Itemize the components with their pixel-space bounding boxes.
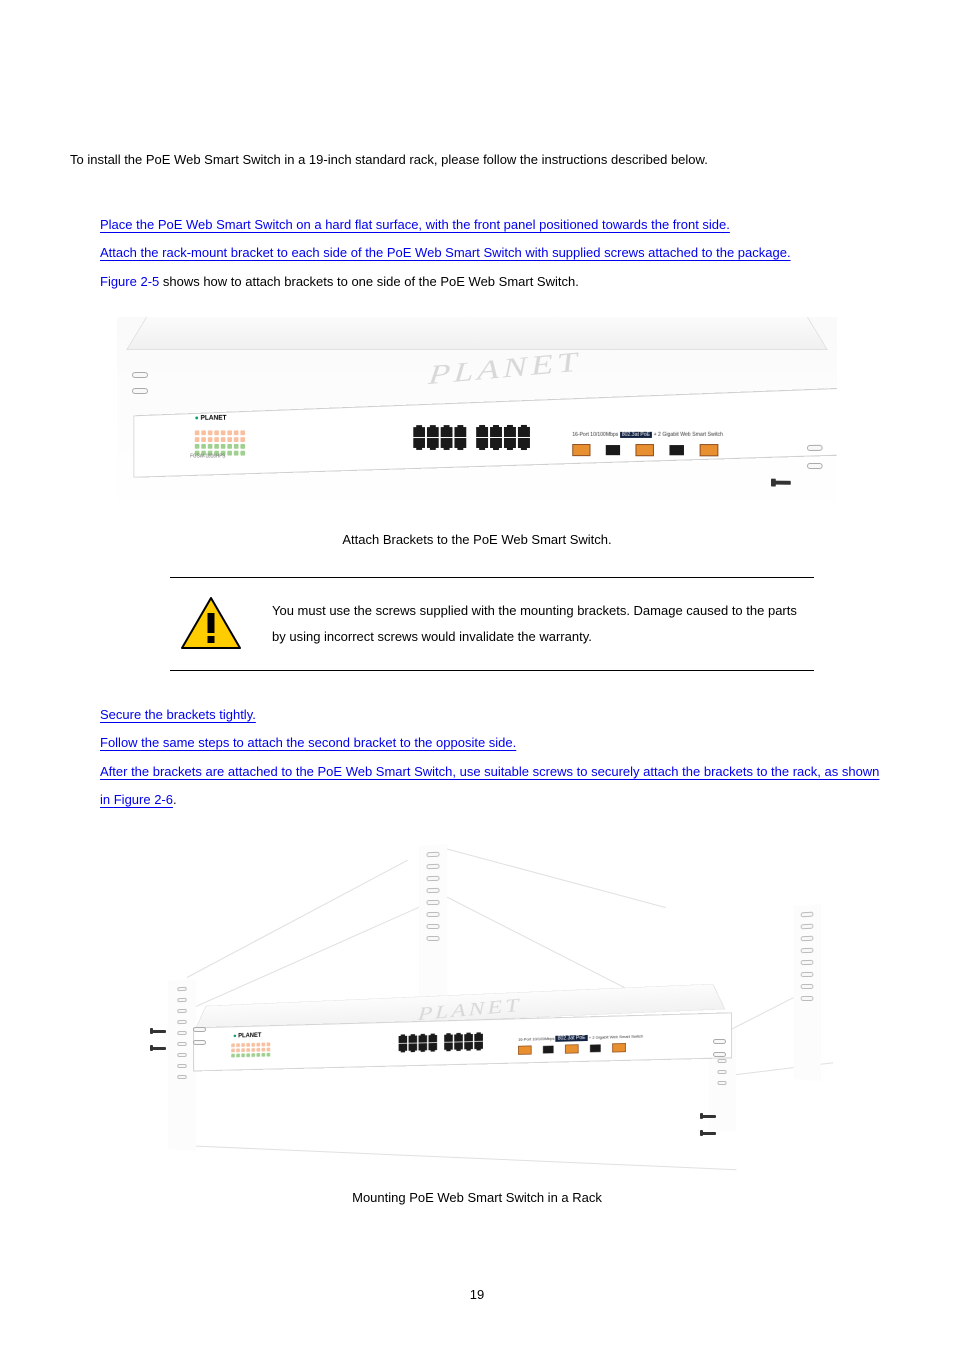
step4: Follow the same steps to attach the seco… bbox=[100, 735, 516, 750]
bracket-right bbox=[774, 436, 837, 492]
step2: Attach the rack-mount bracket to each si… bbox=[100, 245, 791, 260]
step2b: Figure 2-5 shows how to attach brackets … bbox=[100, 268, 884, 297]
step3: Secure the brackets tightly. bbox=[100, 707, 256, 722]
figure2-caption: Mounting PoE Web Smart Switch in a Rack bbox=[70, 1190, 884, 1205]
step1: Place the PoE Web Smart Switch on a hard… bbox=[100, 217, 730, 232]
step5: After the brackets are attached to the P… bbox=[100, 764, 879, 808]
rack-rail bbox=[419, 844, 447, 1015]
step-list-2: Secure the brackets tightly. Follow the … bbox=[70, 701, 884, 815]
warning-icon bbox=[180, 596, 242, 652]
bracket-left bbox=[117, 367, 187, 417]
intro-text: To install the PoE Web Smart Switch in a… bbox=[70, 150, 884, 171]
figure-brackets: PLANET PLANET FGSW-1816HPS bbox=[117, 317, 837, 517]
page-number: 19 bbox=[0, 1287, 954, 1302]
warning-box: You must use the screws supplied with th… bbox=[170, 577, 814, 671]
figure-rack-mount: PLANET PLANET bbox=[122, 835, 832, 1175]
warning-text: You must use the screws supplied with th… bbox=[272, 598, 804, 650]
rack-rail bbox=[794, 904, 821, 1081]
figure1-caption: Attach Brackets to the PoE Web Smart Swi… bbox=[70, 532, 884, 547]
step-list-1: Place the PoE Web Smart Switch on a hard… bbox=[70, 211, 884, 297]
